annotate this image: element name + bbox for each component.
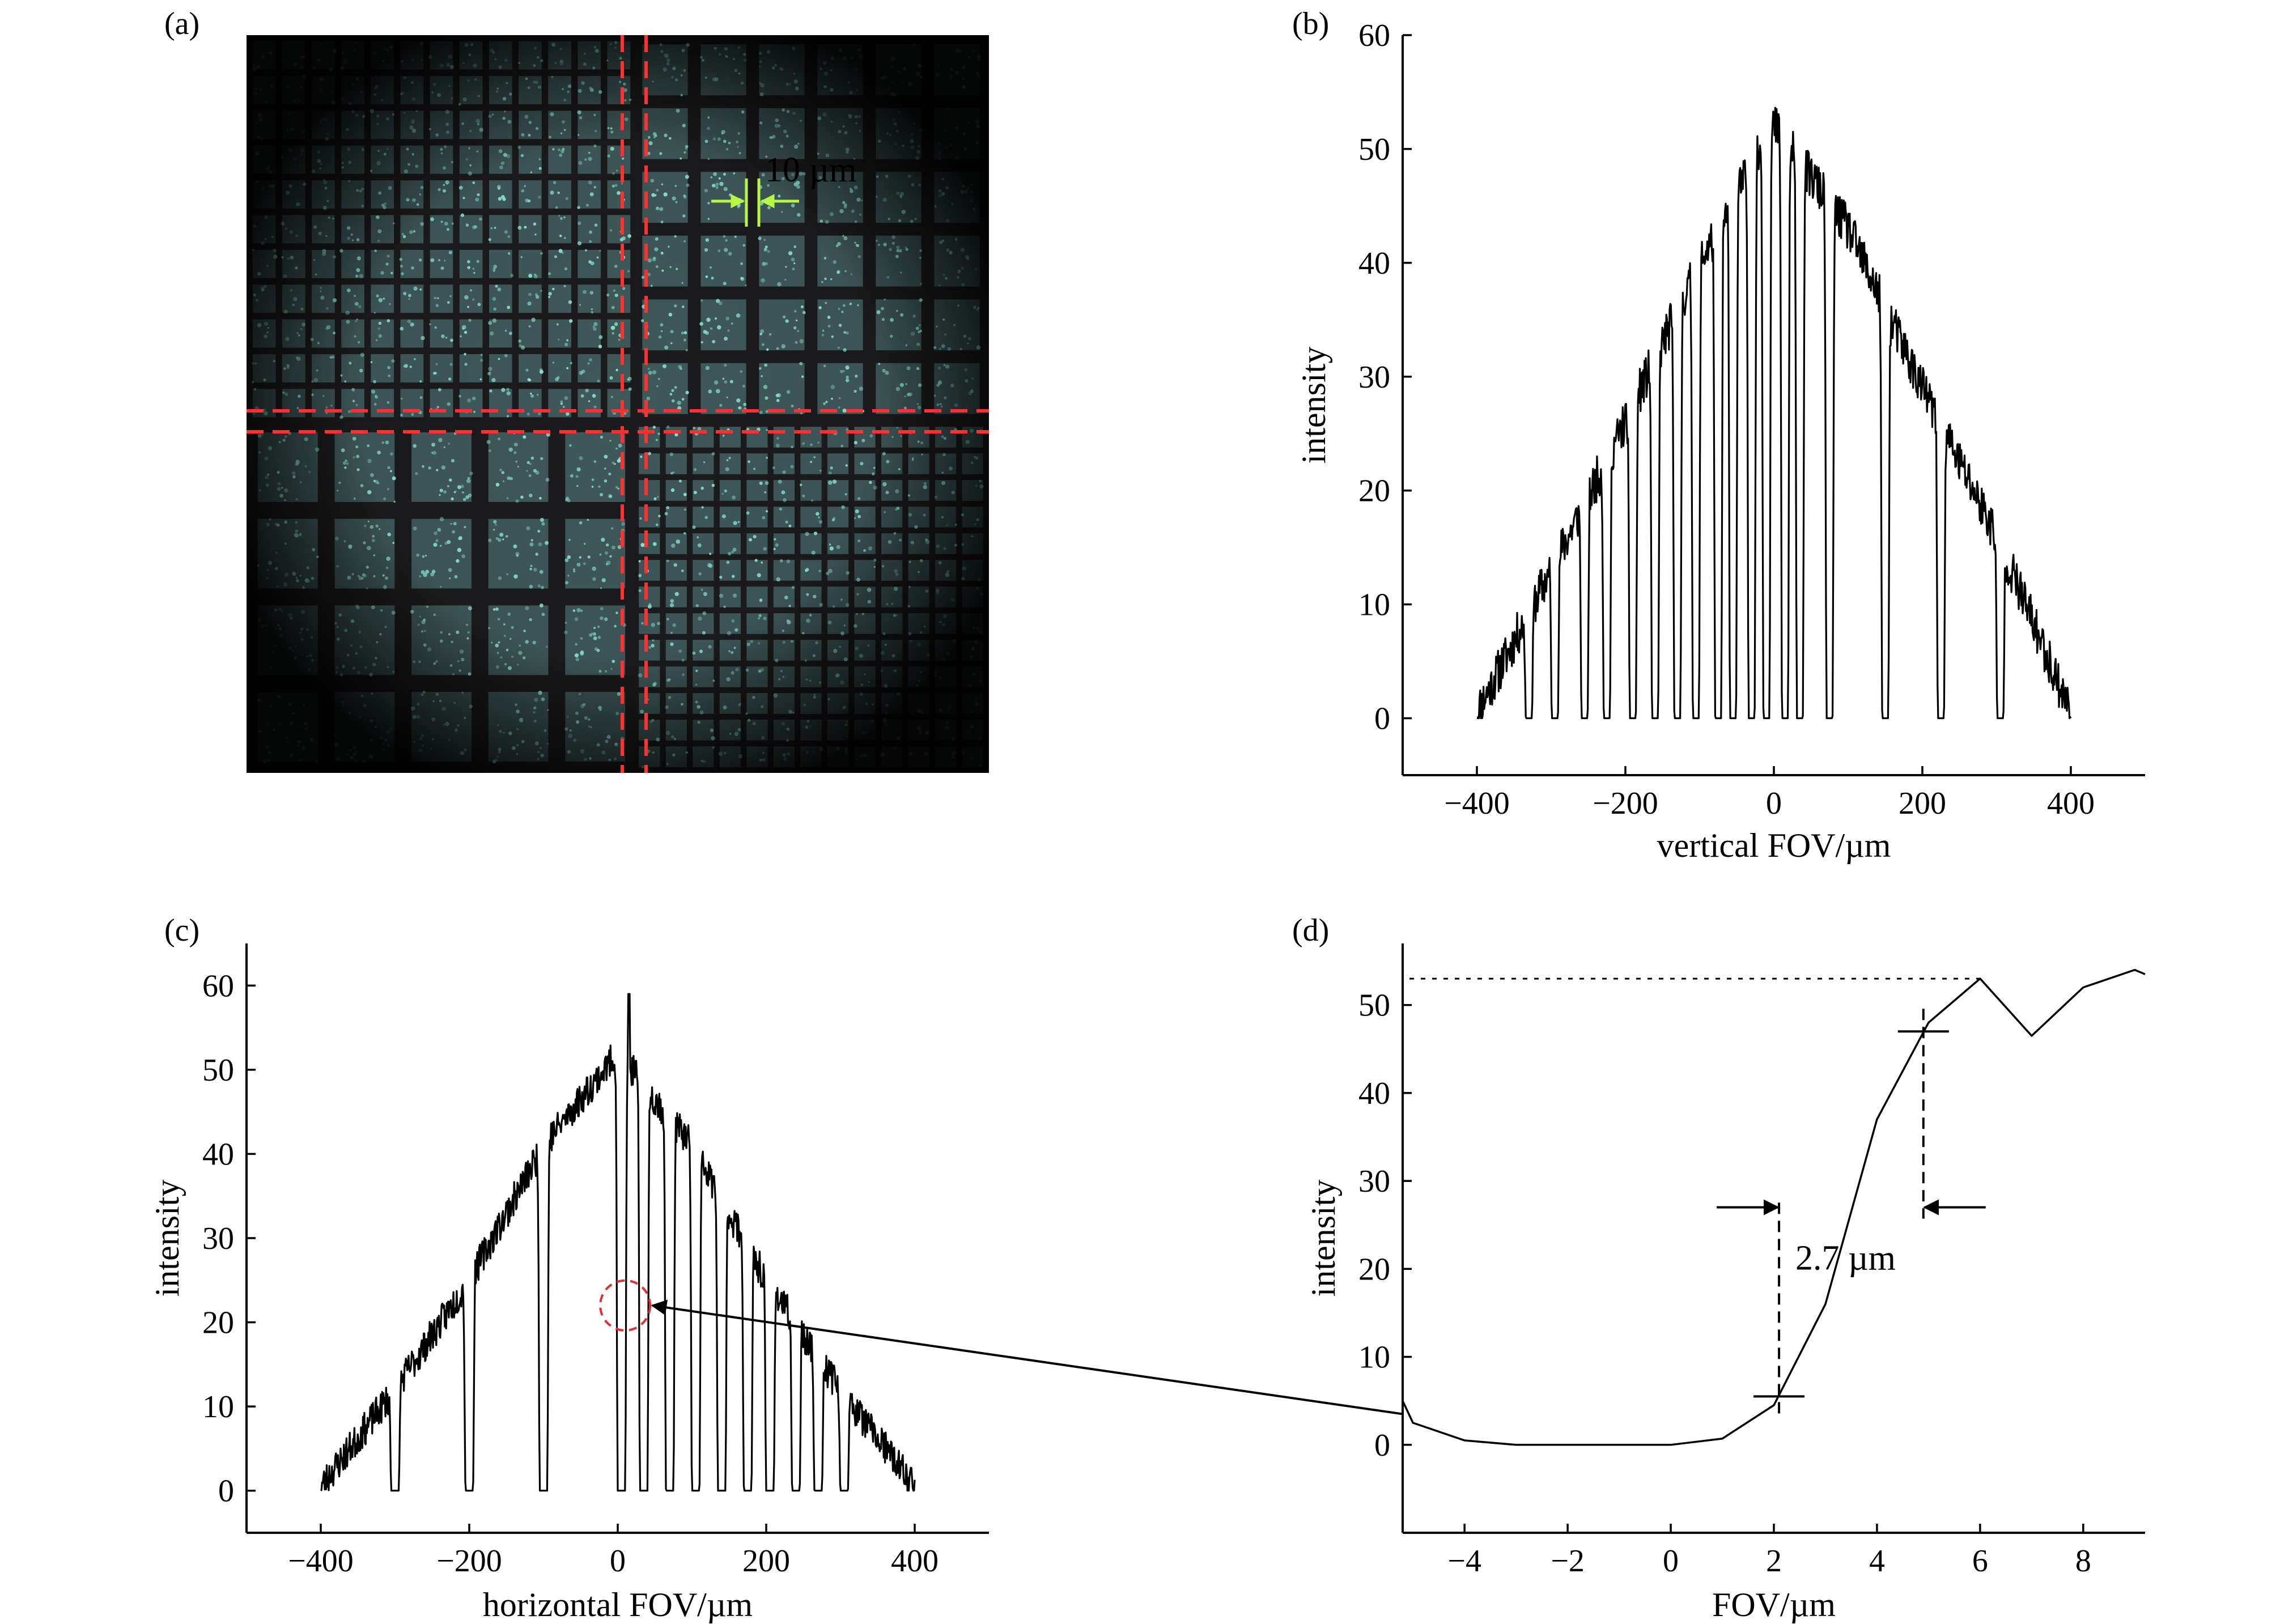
x-tick-label: −400 (288, 1544, 354, 1579)
y-tick-label: 20 (1358, 474, 1390, 509)
y-tick-label: 10 (1358, 588, 1390, 623)
y-tick-label: 40 (1358, 1076, 1390, 1111)
vignette-overlay (247, 35, 989, 773)
x-ticks: −400 −200 0 200 400 (288, 1524, 939, 1579)
y-tick-label: 40 (1358, 246, 1390, 281)
intensity-profile-line (1476, 107, 2072, 720)
x-ticks: −4 −2 0 2 4 6 8 (1447, 1524, 2091, 1579)
x-axis-title: horizontal FOV/µm (483, 1586, 753, 1623)
x-tick-label: 400 (891, 1544, 939, 1579)
x-tick-label: −400 (1444, 786, 1510, 821)
x-tick-label: −4 (1447, 1544, 1481, 1579)
scale-bar-label: 10 µm (765, 151, 856, 189)
x-tick-label: 0 (610, 1544, 626, 1579)
edge-width-annotation: 2.7 µm (1795, 1239, 1896, 1278)
y-axis-title: intensity (1295, 347, 1332, 464)
panel-label-d: (d) (1292, 913, 1329, 948)
y-ticks: 0 10 20 30 40 50 (1358, 988, 1412, 1463)
y-tick-label: 10 (202, 1389, 234, 1425)
x-tick-label: 2 (1766, 1544, 1782, 1579)
y-tick-label: 0 (1374, 1428, 1390, 1463)
y-tick-label: 30 (1358, 360, 1390, 395)
scale-bar (711, 178, 799, 227)
red-dashed-guides (247, 35, 989, 773)
zoom-connector-arrow (651, 1299, 1403, 1415)
x-tick-label: 200 (742, 1544, 790, 1579)
y-tick-label: 30 (202, 1221, 234, 1256)
y-ticks: 0 10 20 30 40 50 60 (1358, 18, 1412, 737)
x-tick-label: 8 (2075, 1544, 2091, 1579)
x-ticks: −400 −200 0 200 400 (1444, 766, 2095, 821)
x-tick-label: −2 (1551, 1544, 1585, 1579)
y-ticks: 0 10 20 30 40 50 60 (202, 968, 256, 1509)
x-tick-label: 6 (1972, 1544, 1988, 1579)
panel-d-plot: −4 −2 0 2 4 6 8 0 10 20 30 40 50 2.7 µm FOV/µm inte… (1305, 943, 2146, 1623)
x-tick-label: 0 (1766, 786, 1782, 821)
y-tick-label: 50 (202, 1053, 234, 1088)
y-tick-label: 30 (1358, 1164, 1390, 1199)
edge-profile-line (1402, 968, 2146, 1446)
y-tick-label: 0 (1374, 702, 1390, 737)
x-tick-label: −200 (436, 1544, 502, 1579)
edge-markers (1717, 1009, 1986, 1414)
x-tick-label: 200 (1899, 786, 1946, 821)
panel-label-a: (a) (164, 6, 199, 41)
y-tick-label: 60 (202, 968, 234, 1004)
panel-b-plot: −400 −200 0 200 400 0 10 20 30 40 50 60 vertical F… (1295, 18, 2145, 864)
y-tick-label: 0 (218, 1474, 234, 1509)
y-tick-label: 20 (202, 1306, 234, 1341)
y-axis-title: intensity (1305, 1180, 1342, 1297)
panel-c-plot: −400 −200 0 200 400 0 10 20 30 40 50 60 horizontal… (148, 943, 989, 1623)
panel-label-c: (c) (164, 913, 199, 948)
y-tick-label: 60 (1358, 18, 1390, 53)
panel-a-image: 10 µm (247, 35, 989, 773)
y-tick-label: 20 (1358, 1252, 1390, 1287)
y-axis-title: intensity (148, 1180, 186, 1297)
y-tick-label: 40 (202, 1137, 234, 1172)
x-tick-label: 4 (1869, 1544, 1885, 1579)
x-tick-label: 400 (2047, 786, 2095, 821)
y-tick-label: 10 (1358, 1340, 1390, 1375)
x-axis-title: FOV/µm (1712, 1586, 1836, 1623)
x-tick-label: 0 (1663, 1544, 1679, 1579)
intensity-profile-line (320, 993, 916, 1492)
x-tick-label: −200 (1593, 786, 1658, 821)
highlight-circle (599, 1279, 652, 1332)
y-tick-label: 50 (1358, 988, 1390, 1023)
x-axis-title: vertical FOV/µm (1657, 827, 1891, 864)
y-tick-label: 50 (1358, 132, 1390, 167)
panel-label-b: (b) (1292, 6, 1329, 41)
